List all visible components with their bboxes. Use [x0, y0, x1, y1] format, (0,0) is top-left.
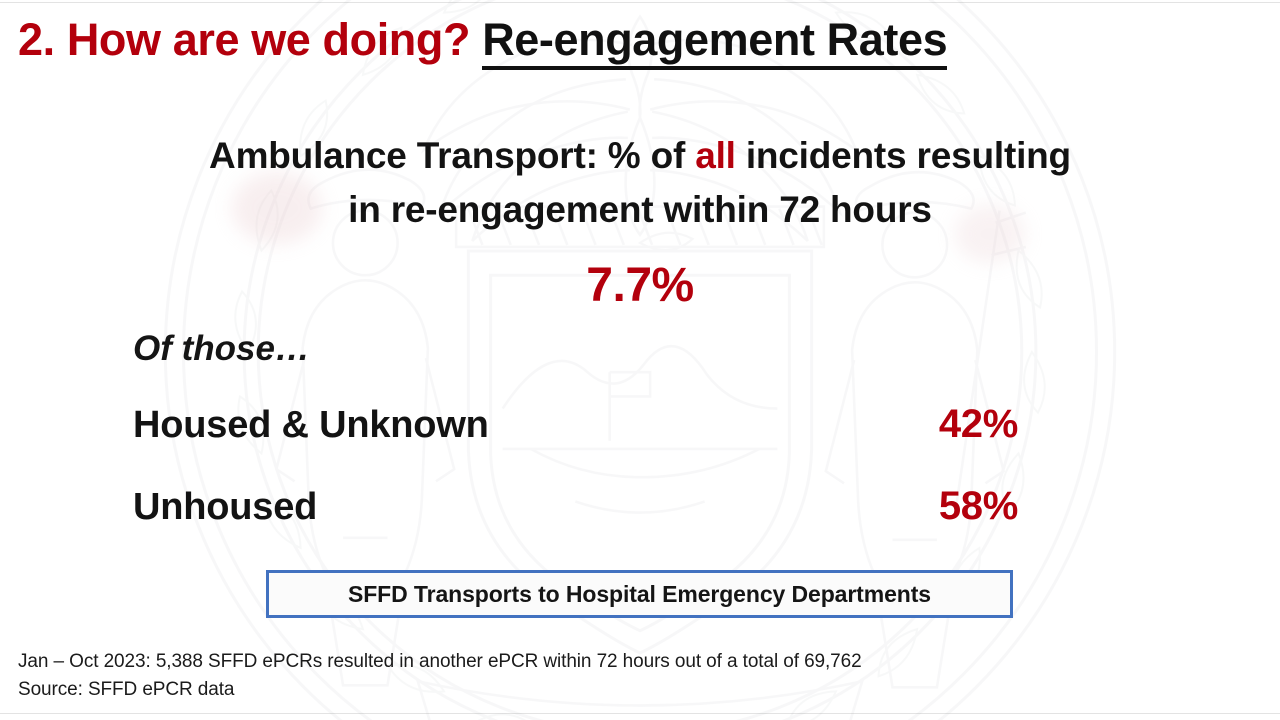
headline-line-2: in re-engagement within 72 hours: [348, 188, 932, 230]
headline-emphasis-all: all: [695, 135, 736, 176]
of-those-label: Of those…: [133, 329, 310, 368]
breakdown-value-housed: 42%: [938, 402, 1018, 446]
headline-line-1-after: incidents resulting: [735, 135, 1071, 176]
footnotes: Jan – Oct 2023: 5,388 SFFD ePCRs resulte…: [18, 648, 862, 704]
title-topic: Re-engagement Rates: [482, 14, 948, 70]
title-question: 2. How are we doing?: [18, 14, 471, 65]
headline-line-1-before: Ambulance Transport: % of: [209, 135, 696, 176]
bottom-divider: [0, 713, 1280, 714]
caption-box: SFFD Transports to Hospital Emergency De…: [266, 570, 1013, 618]
breakdown-row-unhoused: Unhoused 58%: [133, 484, 1018, 529]
footnote-data-range: Jan – Oct 2023: 5,388 SFFD ePCRs resulte…: [18, 651, 862, 672]
breakdown-label-housed: Housed & Unknown: [133, 404, 489, 446]
breakdown-row-housed: Housed & Unknown 42%: [133, 402, 1018, 447]
page-title: 2. How are we doing? Re-engagement Rates: [18, 14, 948, 70]
breakdown-label-unhoused: Unhoused: [133, 486, 318, 528]
breakdown-value-unhoused: 58%: [938, 484, 1018, 528]
caption-text: SFFD Transports to Hospital Emergency De…: [347, 580, 931, 607]
overall-rate-value: 7.7%: [586, 259, 694, 312]
headline: Ambulance Transport: % of all incidents …: [90, 129, 1190, 236]
headline-line-1: Ambulance Transport: % of all incidents …: [90, 129, 1190, 183]
footnote-source: Source: SFFD ePCR data: [18, 679, 235, 701]
top-divider: [0, 2, 1280, 3]
